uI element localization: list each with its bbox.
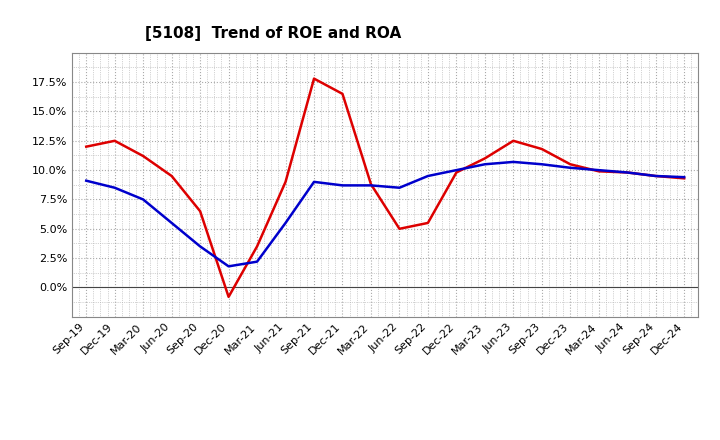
ROA bbox=[139, 197, 148, 202]
ROE bbox=[509, 138, 518, 143]
ROA bbox=[225, 264, 233, 269]
ROA bbox=[509, 159, 518, 165]
ROA bbox=[366, 183, 375, 188]
ROE bbox=[196, 209, 204, 214]
ROE bbox=[82, 144, 91, 149]
ROA bbox=[167, 220, 176, 226]
ROE bbox=[253, 244, 261, 249]
ROE bbox=[167, 173, 176, 179]
ROA bbox=[423, 173, 432, 179]
ROE bbox=[225, 294, 233, 300]
ROA bbox=[595, 168, 603, 173]
ROA bbox=[338, 183, 347, 188]
ROA bbox=[82, 178, 91, 183]
ROA bbox=[395, 185, 404, 191]
ROA bbox=[452, 168, 461, 173]
ROE bbox=[282, 179, 290, 184]
ROE bbox=[366, 182, 375, 187]
ROA bbox=[282, 220, 290, 226]
ROE bbox=[395, 226, 404, 231]
ROA bbox=[652, 173, 660, 179]
ROE bbox=[537, 147, 546, 152]
ROA bbox=[680, 175, 688, 180]
ROE bbox=[338, 91, 347, 96]
ROA bbox=[480, 161, 489, 167]
ROE bbox=[595, 169, 603, 174]
ROA bbox=[566, 165, 575, 170]
ROE bbox=[110, 138, 119, 143]
ROE bbox=[680, 176, 688, 181]
ROA bbox=[310, 179, 318, 184]
ROE bbox=[623, 170, 631, 175]
ROE bbox=[310, 76, 318, 81]
ROA bbox=[537, 161, 546, 167]
ROA bbox=[623, 170, 631, 175]
ROE bbox=[452, 170, 461, 175]
Line: ROA: ROA bbox=[86, 162, 684, 266]
Text: [5108]  Trend of ROE and ROA: [5108] Trend of ROE and ROA bbox=[145, 26, 402, 41]
ROE bbox=[652, 173, 660, 179]
ROA bbox=[196, 244, 204, 249]
Line: ROE: ROE bbox=[86, 79, 684, 297]
ROE bbox=[566, 161, 575, 167]
ROA bbox=[110, 185, 119, 191]
ROE bbox=[423, 220, 432, 226]
ROE bbox=[480, 156, 489, 161]
ROE bbox=[139, 154, 148, 159]
ROA bbox=[253, 259, 261, 264]
